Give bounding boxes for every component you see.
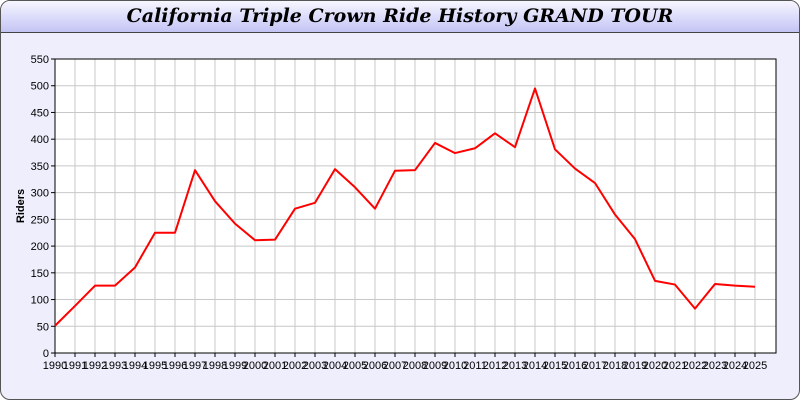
x-tick-label: 1991 (63, 360, 87, 372)
x-tick-label: 1993 (103, 360, 127, 372)
y-tick-label: 350 (31, 161, 49, 173)
x-tick-label: 2010 (443, 360, 467, 372)
x-tick-label: 2004 (323, 360, 347, 372)
x-tick-label: 2015 (543, 360, 567, 372)
x-tick-label: 2005 (343, 360, 367, 372)
x-tick-label: 2007 (383, 360, 407, 372)
y-tick-label: 150 (31, 268, 49, 280)
x-tick-label: 2024 (723, 360, 747, 372)
riders-line (54, 87, 756, 327)
chart-title: California Triple Crown Ride History GRA… (126, 5, 674, 27)
y-tick-label: 550 (31, 54, 49, 66)
x-tick-label: 1999 (223, 360, 247, 372)
title-bar: California Triple Crown Ride History GRA… (1, 1, 799, 33)
x-tick-label: 2003 (303, 360, 327, 372)
x-tick-label: 1990 (43, 360, 67, 372)
x-tick-label: 1997 (183, 360, 207, 372)
x-tick-label: 1998 (203, 360, 227, 372)
x-tick-label: 1994 (123, 360, 147, 372)
y-tick-label: 50 (37, 321, 49, 333)
y-tick-label: 200 (31, 241, 49, 253)
x-tick-label: 2001 (263, 360, 287, 372)
y-tick-label: 450 (31, 107, 49, 119)
x-tick-label: 2017 (583, 360, 607, 372)
plot-border (54, 58, 777, 354)
x-tick-label: 2016 (563, 360, 587, 372)
x-tick-label: 2011 (463, 360, 487, 372)
y-tick-label: 250 (31, 214, 49, 226)
x-tick-label: 2020 (643, 360, 667, 372)
x-tick-label: 2022 (683, 360, 707, 372)
y-tick-label: 300 (31, 188, 49, 200)
y-tick-label: 500 (31, 81, 49, 93)
y-tick-label: 0 (43, 348, 49, 360)
x-tick-label: 1995 (143, 360, 167, 372)
x-tick-label: 2021 (663, 360, 687, 372)
x-tick-label: 2023 (703, 360, 727, 372)
x-tick-label: 2006 (363, 360, 387, 372)
x-tick-label: 2025 (743, 360, 767, 372)
x-tick-label: 1992 (83, 360, 107, 372)
x-tick-label: 2014 (523, 360, 547, 372)
x-tick-label: 2002 (283, 360, 307, 372)
x-tick-label: 2012 (483, 360, 507, 372)
x-tick-label: 2018 (603, 360, 627, 372)
x-tick-label: 1996 (163, 360, 187, 372)
y-tick-label: 100 (31, 295, 49, 307)
y-axis-label: Riders (15, 189, 27, 223)
x-tick-label: 2009 (423, 360, 447, 372)
x-tick-label: 2019 (623, 360, 647, 372)
y-tick-label: 400 (31, 134, 49, 146)
x-tick-label: 2000 (243, 360, 267, 372)
x-tick-label: 2008 (403, 360, 427, 372)
x-tick-label: 2013 (503, 360, 527, 372)
